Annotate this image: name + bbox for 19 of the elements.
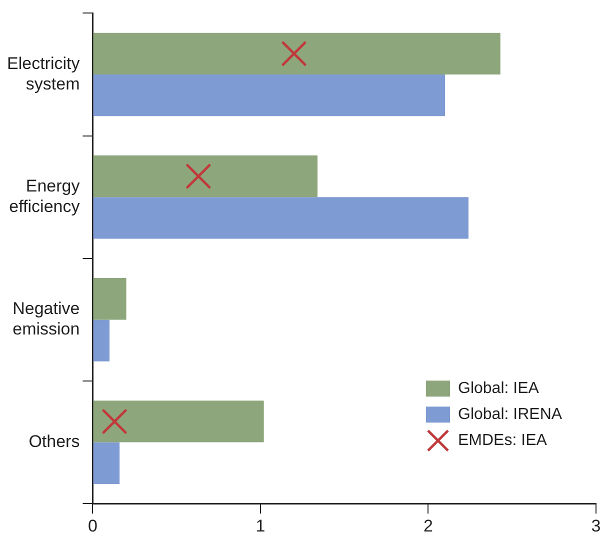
bar (93, 74, 446, 116)
bar (93, 278, 126, 320)
y-tick-label: Negative emission (12, 299, 80, 339)
legend-label: EMDEs: IEA (458, 432, 548, 450)
y-tick-label: Electricity system (6, 54, 80, 94)
bar (93, 400, 264, 442)
x-tick-label: 2 (424, 516, 433, 536)
x-tick-label: 0 (88, 516, 98, 536)
bar (93, 32, 500, 74)
bar (93, 155, 318, 198)
legend-label: Global: IEA (458, 380, 540, 398)
bar (93, 442, 120, 484)
x-tick-label: 3 (591, 516, 601, 536)
bar (93, 197, 469, 239)
x-tick-label: 1 (256, 516, 266, 536)
y-tick-label: Others (28, 432, 80, 451)
legend-label: Global: IRENA (458, 406, 562, 424)
bar (93, 320, 110, 362)
y-tick-label: Energy efficiency (9, 176, 80, 216)
